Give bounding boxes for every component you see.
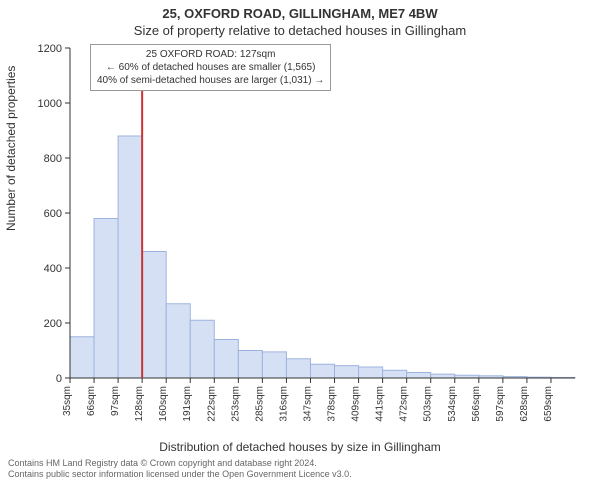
svg-text:0: 0	[56, 373, 62, 385]
svg-text:160sqm: 160sqm	[158, 386, 169, 422]
annotation-box: 25 OXFORD ROAD: 127sqm ← 60% of detached…	[90, 44, 331, 91]
annotation-line3: 40% of semi-detached houses are larger (…	[97, 74, 324, 87]
chart-area: Number of detached properties 0 200 400 600…	[0, 38, 600, 438]
svg-text:222sqm: 222sqm	[206, 386, 217, 422]
svg-text:400: 400	[44, 263, 62, 275]
footer-attribution: Contains HM Land Registry data © Crown c…	[0, 454, 600, 480]
x-axis-label: Distribution of detached houses by size …	[0, 440, 600, 454]
svg-text:472sqm: 472sqm	[399, 386, 410, 422]
svg-text:628sqm: 628sqm	[519, 386, 530, 422]
svg-text:253sqm: 253sqm	[230, 386, 241, 422]
page-title: 25, OXFORD ROAD, GILLINGHAM, ME7 4BW	[0, 6, 600, 21]
chart-titles: 25, OXFORD ROAD, GILLINGHAM, ME7 4BW Siz…	[0, 6, 600, 38]
histogram-chart: 0 200 400 600 800 1000 1200 35sqm 66sqm 97sqm 128s…	[0, 38, 600, 438]
footer-line2: Contains public sector information licen…	[8, 469, 600, 480]
footer-line1: Contains HM Land Registry data © Crown c…	[8, 458, 600, 469]
svg-text:566sqm: 566sqm	[471, 386, 482, 422]
svg-text:1000: 1000	[38, 98, 62, 110]
y-axis-label: Number of detached properties	[4, 66, 18, 231]
svg-text:97sqm: 97sqm	[110, 386, 121, 416]
svg-text:600: 600	[44, 208, 62, 220]
svg-text:441sqm: 441sqm	[375, 386, 386, 422]
svg-text:597sqm: 597sqm	[495, 386, 506, 422]
svg-text:285sqm: 285sqm	[254, 386, 265, 422]
svg-text:534sqm: 534sqm	[447, 386, 458, 422]
svg-text:659sqm: 659sqm	[543, 386, 554, 422]
svg-text:200: 200	[44, 318, 62, 330]
svg-text:191sqm: 191sqm	[182, 386, 193, 422]
svg-text:1200: 1200	[38, 43, 62, 55]
svg-text:800: 800	[44, 153, 62, 165]
svg-text:35sqm: 35sqm	[62, 386, 73, 416]
annotation-line1: 25 OXFORD ROAD: 127sqm	[97, 48, 324, 61]
svg-text:128sqm: 128sqm	[134, 386, 145, 422]
annotation-line2: ← 60% of detached houses are smaller (1,…	[97, 61, 324, 74]
svg-text:378sqm: 378sqm	[327, 386, 338, 422]
page-subtitle: Size of property relative to detached ho…	[0, 23, 600, 38]
svg-text:66sqm: 66sqm	[86, 386, 97, 416]
svg-text:503sqm: 503sqm	[423, 386, 434, 422]
svg-text:316sqm: 316sqm	[278, 386, 289, 422]
svg-text:409sqm: 409sqm	[351, 386, 362, 422]
svg-text:347sqm: 347sqm	[302, 386, 313, 422]
